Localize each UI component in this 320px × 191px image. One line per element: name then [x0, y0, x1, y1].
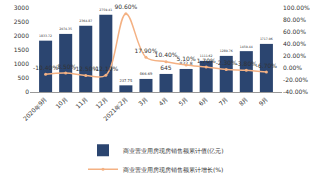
svg-text:2759.41: 2759.41 [99, 8, 112, 12]
svg-text:6月: 6月 [197, 95, 209, 107]
svg-text:-3.80%: -3.80% [236, 60, 258, 67]
svg-text:500: 500 [18, 74, 30, 81]
svg-text:-20.00%: -20.00% [283, 76, 308, 83]
svg-text:商业营业用房现房销售额累计值(亿元): 商业营业用房现房销售额累计值(亿元) [123, 147, 224, 154]
svg-text:1833.72: 1833.72 [39, 34, 52, 38]
svg-text:1.70%: 1.70% [197, 57, 216, 64]
svg-text:822.8: 822.8 [180, 61, 193, 66]
svg-text:-2.30%: -2.30% [216, 59, 238, 66]
svg-text:5.10%: 5.10% [177, 55, 196, 62]
svg-text:1500: 1500 [14, 46, 29, 53]
svg-text:1000: 1000 [14, 60, 29, 67]
svg-text:100.00%: 100.00% [283, 4, 310, 11]
svg-text:8月: 8月 [237, 95, 249, 107]
svg-text:11月: 11月 [74, 95, 89, 110]
svg-text:17.90%: 17.90% [135, 47, 158, 54]
svg-text:0.00%: 0.00% [283, 64, 302, 71]
svg-text:10月: 10月 [54, 95, 69, 110]
svg-text:5月: 5月 [177, 95, 189, 107]
svg-text:4月: 4月 [157, 95, 169, 107]
svg-text:80.00%: 80.00% [283, 16, 306, 23]
svg-text:60.00%: 60.00% [283, 28, 306, 35]
svg-text:2074.35: 2074.35 [59, 27, 72, 31]
svg-text:7月: 7月 [217, 95, 229, 107]
svg-text:10.40%: 10.40% [155, 51, 178, 58]
svg-text:-6.70%: -6.70% [256, 62, 278, 69]
svg-text:12月: 12月 [94, 95, 109, 110]
svg-text:-12.50%: -12.50% [73, 65, 98, 72]
svg-text:2000: 2000 [14, 32, 29, 39]
svg-text:9月: 9月 [257, 95, 269, 107]
svg-text:645: 645 [160, 64, 172, 71]
svg-text:2021年2月: 2021年2月 [102, 95, 129, 122]
svg-text:40.00%: 40.00% [283, 40, 306, 47]
svg-text:商业营业用房现房销售额累计增长(%): 商业营业用房现房销售额累计增长(%) [123, 166, 223, 173]
svg-text:2364.87: 2364.87 [79, 19, 92, 23]
svg-text:-12.10%: -12.10% [93, 65, 118, 72]
svg-text:2500: 2500 [14, 18, 29, 25]
svg-text:237.75: 237.75 [119, 79, 133, 83]
svg-text:1111.62: 1111.62 [200, 54, 213, 58]
svg-text:3000: 3000 [14, 4, 29, 11]
svg-text:3月: 3月 [137, 95, 149, 107]
svg-text:-8.50%: -8.50% [55, 63, 77, 70]
svg-text:20.00%: 20.00% [283, 52, 306, 59]
svg-text:0: 0 [25, 88, 29, 95]
svg-text:90.60%: 90.60% [114, 3, 137, 10]
svg-text:1717.96: 1717.96 [260, 37, 273, 41]
svg-text:466.69: 466.69 [139, 72, 153, 76]
svg-text:-40.00%: -40.00% [283, 88, 308, 95]
svg-text:-10.40%: -10.40% [33, 64, 58, 71]
svg-text:1289.76: 1289.76 [220, 49, 233, 53]
svg-text:2020年9月: 2020年9月 [21, 95, 48, 122]
svg-text:1459.44: 1459.44 [240, 45, 253, 49]
